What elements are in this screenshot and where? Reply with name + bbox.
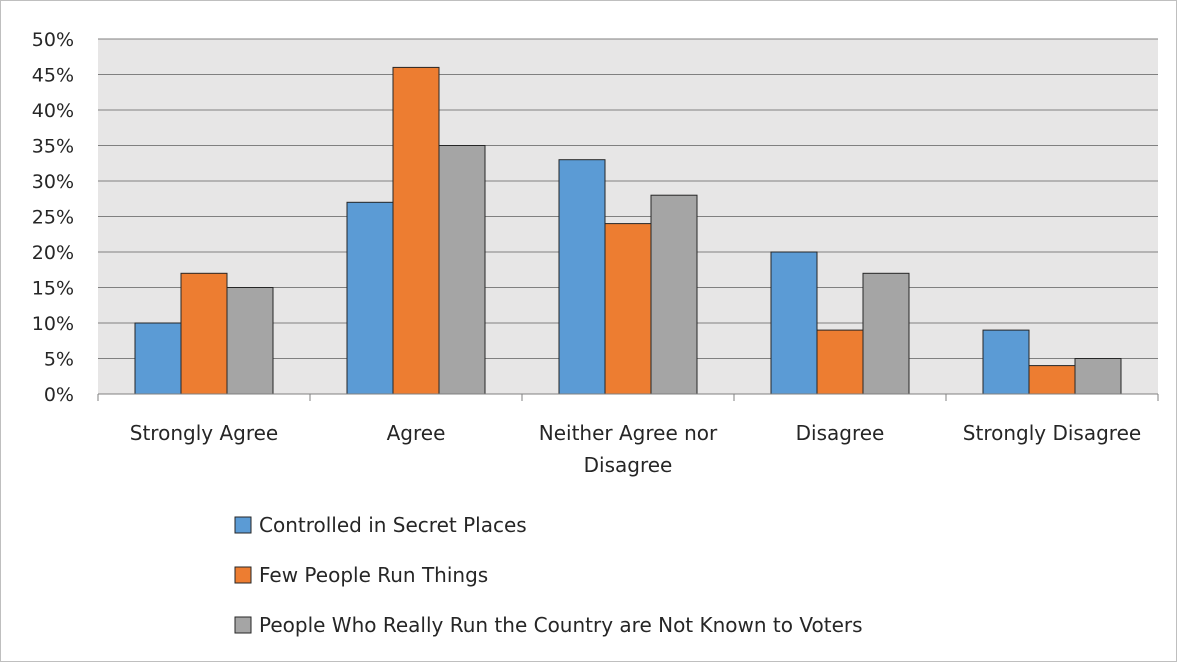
bars: [134, 66, 1122, 395]
bar: [438, 145, 486, 395]
bar: [346, 201, 394, 395]
y-tick-label: 35%: [32, 136, 74, 158]
category-labels: Strongly Agree Agree Neither Agree nor Disa…: [130, 421, 1141, 477]
legend-swatch: [234, 616, 252, 634]
category-label: Agree: [387, 421, 446, 445]
y-tick-label: 10%: [32, 313, 74, 335]
y-tick-label: 0%: [44, 384, 74, 406]
category-label: Strongly Agree: [130, 421, 278, 445]
legend: Controlled in Secret Places Few People Ru…: [234, 513, 863, 637]
legend-label: Few People Run Things: [259, 563, 488, 587]
bar: [604, 223, 652, 395]
bar: [862, 272, 910, 395]
legend-swatch: [234, 566, 252, 584]
bar: [1074, 358, 1122, 395]
y-tick-label: 50%: [32, 29, 74, 51]
bar: [226, 287, 274, 395]
category-label: Disagree: [796, 421, 885, 445]
y-tick-label: 30%: [32, 171, 74, 193]
y-tick-label: 20%: [32, 242, 74, 264]
y-tick-label: 25%: [32, 207, 74, 229]
y-tick-labels: 0% 5% 10% 15% 20% 25% 30% 35% 40% 45% 50%: [32, 29, 74, 406]
legend-label: Controlled in Secret Places: [259, 513, 527, 537]
legend-swatch: [234, 516, 252, 534]
bar: [1028, 365, 1076, 395]
y-tick-label: 45%: [32, 65, 74, 87]
legend-label: People Who Really Run the Country are No…: [259, 613, 863, 637]
y-tick-label: 5%: [44, 349, 74, 371]
bar: [558, 159, 606, 395]
bar: [180, 272, 228, 395]
bar: [134, 322, 182, 395]
bar: [650, 194, 698, 395]
bar: [982, 329, 1030, 395]
bar: [816, 329, 864, 395]
y-tick-label: 15%: [32, 278, 74, 300]
axes: [97, 393, 1159, 401]
bar: [392, 66, 440, 395]
y-tick-label: 40%: [32, 100, 74, 122]
category-label: Strongly Disagree: [963, 421, 1141, 445]
bar: [770, 251, 818, 395]
category-label: Neither Agree nor Disagree: [539, 421, 718, 477]
